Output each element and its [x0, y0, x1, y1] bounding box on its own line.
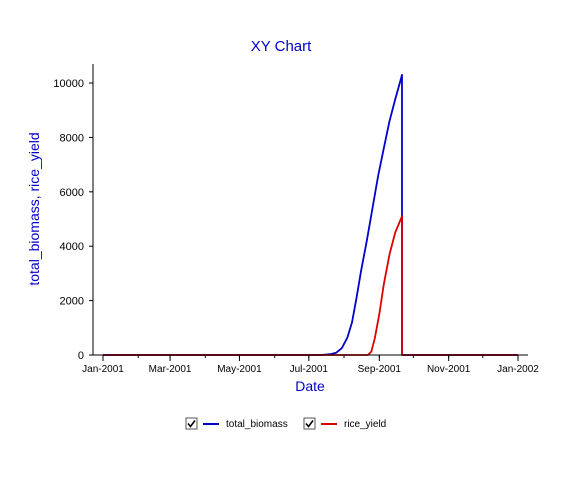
legend: total_biomass rice_yield [185, 417, 386, 430]
y-tick-label: 0 [78, 350, 84, 362]
y-tick-label: 4000 [60, 241, 84, 253]
x-tick-label: Jul-2001 [290, 364, 329, 375]
y-tick-label: 8000 [60, 132, 84, 144]
x-tick-label: Sep-2001 [358, 364, 402, 375]
y-tick-label: 2000 [60, 296, 84, 308]
legend-checkbox[interactable] [303, 417, 316, 430]
y-tick-label: 6000 [60, 187, 84, 199]
legend-label: total_biomass [226, 419, 288, 430]
x-tick-label: Jan-2001 [82, 364, 124, 375]
x-tick-label: Jan-2002 [497, 364, 539, 375]
chart-title: XY Chart [251, 38, 312, 55]
legend-item-rice-yield[interactable]: rice_yield [303, 417, 386, 430]
x-tick-label: May-2001 [217, 364, 262, 375]
x-tick-label: Mar-2001 [149, 364, 192, 375]
axes: 0 2000 4000 6000 8000 10000 Jan-2001 Mar-2001 Ma… [53, 64, 539, 375]
legend-checkbox[interactable] [185, 417, 198, 430]
legend-item-total-biomass[interactable]: total_biomass [185, 417, 288, 430]
series-line-total-biomass [103, 74, 518, 356]
y-tick-label: 10000 [53, 78, 84, 90]
x-axis-label: Date [295, 378, 325, 394]
series-line-rice-yield [103, 215, 518, 356]
legend-label: rice_yield [344, 419, 386, 430]
x-tick-label: Nov-2001 [427, 364, 471, 375]
y-axis-label: total_biomass, rice_yield [26, 132, 42, 285]
check-icon [305, 420, 314, 428]
check-icon [187, 420, 196, 428]
plot-area [103, 74, 518, 356]
